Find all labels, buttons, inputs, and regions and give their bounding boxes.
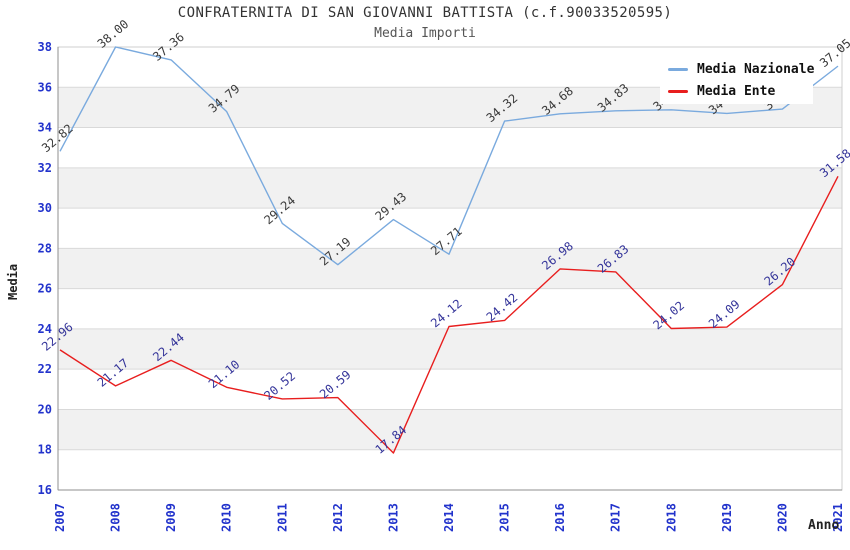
- chart-title: CONFRATERNITA DI SAN GIOVANNI BATTISTA (…: [177, 5, 673, 21]
- x-tick-label: 2016: [553, 503, 567, 532]
- x-tick-label: 2012: [331, 503, 345, 532]
- point-label: 24.02: [650, 298, 687, 332]
- point-label: 24.09: [706, 297, 743, 331]
- y-axis-title: Media: [6, 263, 20, 300]
- x-tick-label: 2015: [498, 503, 512, 532]
- series-line-media-ente: [59, 175, 839, 454]
- y-tick-label: 32: [38, 161, 52, 175]
- grid-band: [58, 167, 842, 209]
- y-tick-label: 34: [38, 121, 52, 135]
- x-tick-label: 2011: [275, 503, 289, 532]
- line-swatch-icon: [668, 89, 688, 93]
- line-swatch-icon: [668, 67, 688, 71]
- y-tick-label: 16: [38, 483, 52, 497]
- x-tick-label: 2021: [831, 503, 845, 532]
- chart-subtitle: Media Importi: [374, 26, 476, 41]
- x-tick-label: 2018: [664, 503, 678, 532]
- legend-item-media-ente: Media Ente: [660, 82, 813, 100]
- y-tick-label: 18: [38, 443, 52, 457]
- y-tick-label: 26: [38, 282, 52, 296]
- y-tick-label: 38: [38, 40, 52, 54]
- y-tick-label: 24: [38, 322, 52, 336]
- x-tick-label: 2009: [164, 503, 178, 532]
- point-label: 38.00: [95, 17, 132, 51]
- x-tick-label: 2010: [220, 503, 234, 532]
- y-tick-label: 22: [38, 362, 52, 376]
- x-tick-label: 2020: [775, 503, 789, 532]
- point-label: 24.42: [484, 290, 521, 324]
- y-tick-label: 36: [38, 80, 52, 94]
- x-tick-label: 2008: [109, 503, 123, 532]
- legend: Media Nazionale Media Ente: [660, 56, 815, 104]
- legend-item-media-nazionale: Media Nazionale: [660, 60, 815, 78]
- x-tick-label: 2019: [720, 503, 734, 532]
- legend-label: Media Ente: [697, 83, 776, 99]
- legend-label: Media Nazionale: [697, 61, 815, 77]
- grid-band: [58, 248, 842, 289]
- y-tick-label: 28: [38, 241, 52, 255]
- x-tick-label: 2007: [53, 503, 67, 532]
- y-tick-label: 20: [38, 402, 52, 416]
- point-label: 20.59: [317, 368, 354, 402]
- grid-band: [58, 409, 842, 450]
- series-line-media-nazionale: [59, 46, 839, 266]
- point-label: 37.05: [817, 36, 850, 70]
- x-tick-label: 2014: [442, 503, 456, 532]
- x-tick-label: 2013: [386, 503, 400, 532]
- x-tick-label: 2017: [609, 503, 623, 532]
- grid-band: [58, 328, 842, 370]
- x-axis-title: Anno: [808, 518, 840, 533]
- y-tick-label: 30: [38, 201, 52, 215]
